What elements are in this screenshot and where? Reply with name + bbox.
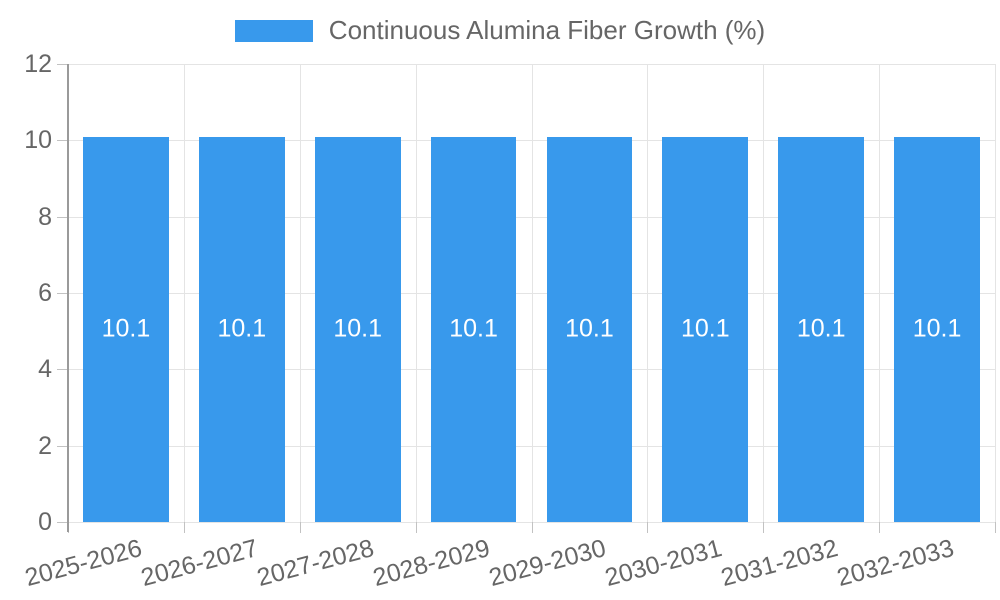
x-axis-tick-label: 2032-2033	[833, 534, 957, 592]
x-tick	[183, 522, 185, 533]
legend[interactable]: Continuous Alumina Fiber Growth (%)	[0, 15, 1000, 46]
x-gridline	[415, 64, 417, 522]
x-axis-tick-label: 2030-2031	[601, 534, 725, 592]
bar-value-label: 10.1	[217, 314, 267, 343]
bar-value-label: 10.1	[565, 314, 614, 343]
y-axis-tick-label: 8	[38, 202, 52, 231]
x-gridline	[183, 64, 185, 522]
x-tick	[763, 522, 765, 533]
bar-value-label: 10.1	[680, 314, 730, 343]
x-tick	[531, 522, 533, 533]
x-gridline	[647, 64, 649, 522]
x-axis-tick-label: 2026-2027	[138, 534, 262, 592]
y-axis-tick-label: 12	[24, 50, 52, 78]
y-tick	[57, 522, 68, 523]
y-axis-tick-label: 4	[38, 355, 52, 384]
y-axis-line	[67, 64, 69, 532]
y-tick	[57, 293, 68, 294]
x-gridline	[299, 64, 301, 522]
x-axis-tick-label: 2028-2029	[370, 534, 493, 592]
x-gridline	[995, 64, 996, 522]
bar[interactable]: 10.1	[546, 136, 633, 522]
x-tick	[879, 522, 881, 533]
bar-value-label: 10.1	[449, 314, 498, 343]
y-tick	[57, 445, 68, 447]
plot-area: 0 2 4 6 8 10 12 10.1 2025-2026 10.1 2026-2027 10.1 2…	[22, 50, 996, 592]
legend-swatch	[234, 19, 313, 42]
y-axis-tick-label: 6	[38, 279, 52, 307]
x-axis-tick-label: 2025-2026	[22, 534, 146, 592]
bar[interactable]: 10.1	[778, 136, 865, 522]
legend-label: Continuous Alumina Fiber Growth (%)	[328, 15, 766, 45]
x-axis-tick-label: 2027-2028	[254, 534, 377, 592]
y-axis-tick-label: 0	[38, 508, 52, 536]
bar[interactable]: 10.1	[198, 136, 285, 522]
x-tick	[415, 522, 417, 533]
bar[interactable]: 10.1	[430, 136, 517, 522]
x-tick	[995, 522, 996, 533]
x-axis-tick-label: 2029-2030	[485, 534, 609, 592]
x-gridline	[879, 64, 881, 522]
x-tick	[647, 522, 649, 533]
x-gridline	[531, 64, 533, 522]
bar-value-label: 10.1	[912, 314, 962, 343]
y-tick	[57, 216, 68, 218]
bar[interactable]: 10.1	[894, 136, 980, 522]
y-tick	[57, 369, 68, 371]
bar[interactable]: 10.1	[83, 136, 169, 522]
x-gridline	[763, 64, 765, 522]
y-tick	[57, 64, 68, 65]
y-axis-tick-label: 2	[38, 431, 52, 460]
y-axis-tick-label: 10	[24, 126, 52, 155]
bar-value-label: 10.1	[333, 314, 383, 343]
x-axis-tick-label: 2031-2032	[717, 534, 841, 592]
bar-value-label: 10.1	[796, 314, 846, 343]
bar-value-label: 10.1	[101, 314, 151, 343]
bar[interactable]: 10.1	[662, 136, 749, 522]
y-tick	[57, 140, 68, 142]
bar[interactable]: 10.1	[314, 136, 401, 522]
x-tick	[299, 522, 301, 533]
